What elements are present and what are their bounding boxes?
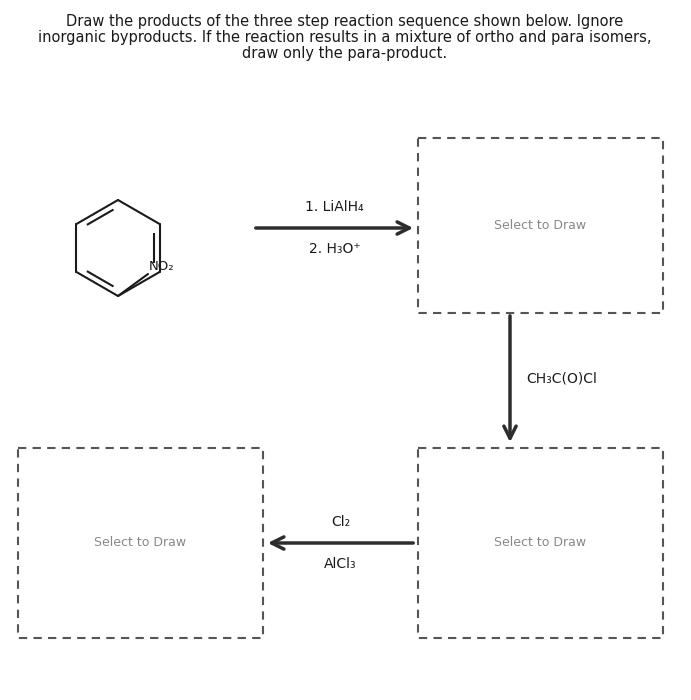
Text: 1. LiAlH₄: 1. LiAlH₄ <box>305 200 364 214</box>
Text: Select to Draw: Select to Draw <box>95 536 187 550</box>
Text: Draw the products of the three step reaction sequence shown below. Ignore: Draw the products of the three step reac… <box>66 14 623 29</box>
Text: AlCl₃: AlCl₃ <box>324 557 357 571</box>
Text: 2. H₃O⁺: 2. H₃O⁺ <box>309 242 360 256</box>
Bar <box>418 448 663 638</box>
Bar <box>418 138 663 313</box>
Text: inorganic byproducts. If the reaction results in a mixture of ortho and para iso: inorganic byproducts. If the reaction re… <box>38 30 652 45</box>
Text: draw only the para-product.: draw only the para-product. <box>243 46 448 61</box>
Text: CH₃C(O)Cl: CH₃C(O)Cl <box>526 372 597 386</box>
Text: NO₂: NO₂ <box>149 260 175 273</box>
Text: Cl₂: Cl₂ <box>331 515 350 529</box>
Text: Select to Draw: Select to Draw <box>495 536 587 550</box>
Bar <box>18 448 263 638</box>
Text: Select to Draw: Select to Draw <box>495 219 587 232</box>
